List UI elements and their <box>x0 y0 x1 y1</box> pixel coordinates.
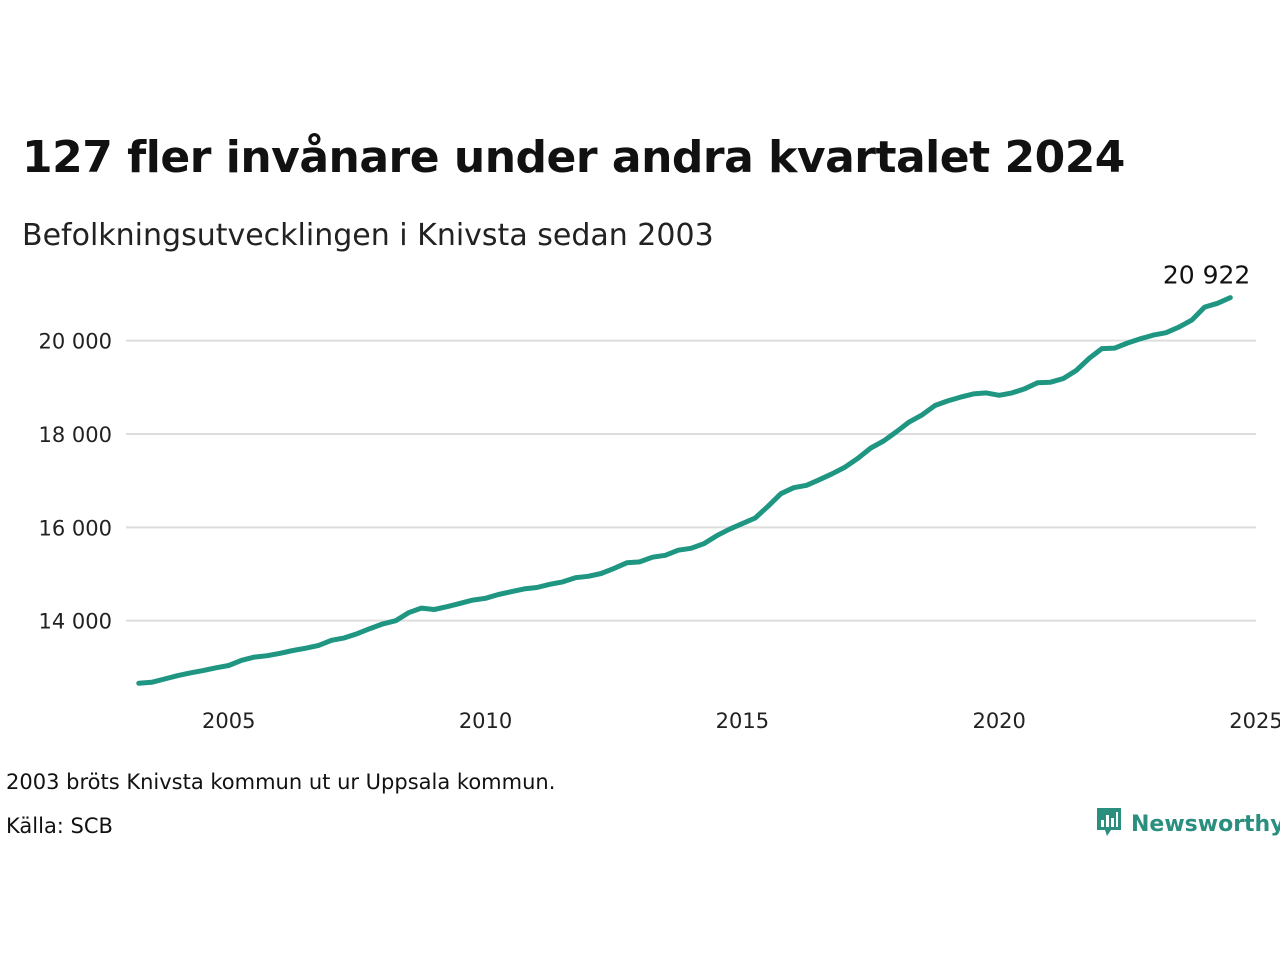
x-tick-label: 2010 <box>459 709 512 733</box>
y-tick-label: 18 000 <box>39 423 112 447</box>
brand-name: Newsworthy <box>1131 811 1280 837</box>
y-tick-label: 16 000 <box>39 516 112 540</box>
footnote: 2003 bröts Knivsta kommun ut ur Uppsala … <box>6 770 556 794</box>
y-tick-label: 20 000 <box>39 330 112 354</box>
chart-subtitle: Befolkningsutvecklingen i Knivsta sedan … <box>22 218 714 253</box>
source-credit: Källa: SCB <box>6 814 113 838</box>
chart-title: 127 fler invånare under andra kvartalet … <box>22 132 1125 183</box>
series-line <box>136 295 1233 686</box>
brand-logo: Newsworthy <box>1095 806 1280 842</box>
x-tick-label: 2005 <box>202 709 255 733</box>
end-value-label: 20 922 <box>1163 261 1250 290</box>
x-tick-label: 2020 <box>972 709 1025 733</box>
x-tick-label: 2025 <box>1229 709 1280 733</box>
x-tick-label: 2015 <box>716 709 769 733</box>
bar-chart-speech-bubble-icon <box>1095 806 1123 842</box>
y-tick-label: 14 000 <box>39 610 112 634</box>
